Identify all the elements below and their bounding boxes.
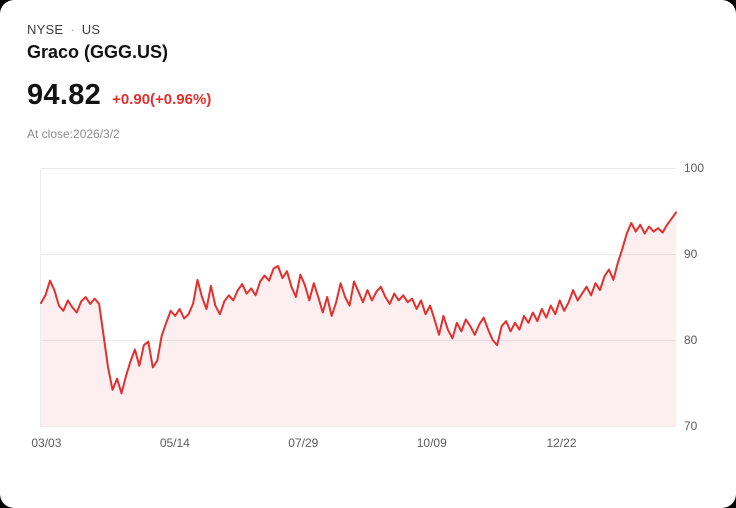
gridline-90 [41,254,676,255]
gridline-70 [41,426,676,427]
exchange-label: NYSE [27,22,64,37]
y-tick-label: 90 [684,247,698,261]
at-close-label: At close:2026/3/2 [27,127,120,141]
y-tick-label: 80 [684,333,698,347]
stock-title: Graco (GGG.US) [27,42,169,62]
gridline-100 [41,168,676,169]
price-area-fill [41,212,676,426]
x-tick-label: 03/03 [31,436,62,450]
current-price: 94.82 [27,79,102,111]
y-tick-label: 70 [684,419,698,433]
price-line [41,213,676,394]
price-change: +0.90(+0.96%) [112,91,212,108]
y-tick-label: 100 [684,161,705,175]
x-tick-label: 10/09 [416,436,447,450]
price-chart: 100 90 80 70 03/03 05/14 07/29 10/09 12/… [31,161,736,457]
exchange-info: NYSE · US [27,22,709,37]
plot-area[interactable] [40,168,676,427]
region-label: US [81,22,101,37]
price-chart-svg [41,168,676,426]
price-row: 94.82 +0.90(+0.96%) [27,79,709,112]
x-axis: 03/03 05/14 07/29 10/09 12/22 [31,427,676,457]
quote-header: NYSE · US Graco (GGG.US) 94.82 +0.90(+0.… [0,0,736,141]
separator-dot: · [70,22,75,37]
y-axis: 100 90 80 70 [676,161,736,433]
x-tick-label: 07/29 [288,436,319,450]
gridline-80 [41,340,676,341]
x-tick-label: 05/14 [159,436,190,450]
chart-row: 100 90 80 70 [40,161,736,433]
x-tick-label: 12/22 [546,436,577,450]
